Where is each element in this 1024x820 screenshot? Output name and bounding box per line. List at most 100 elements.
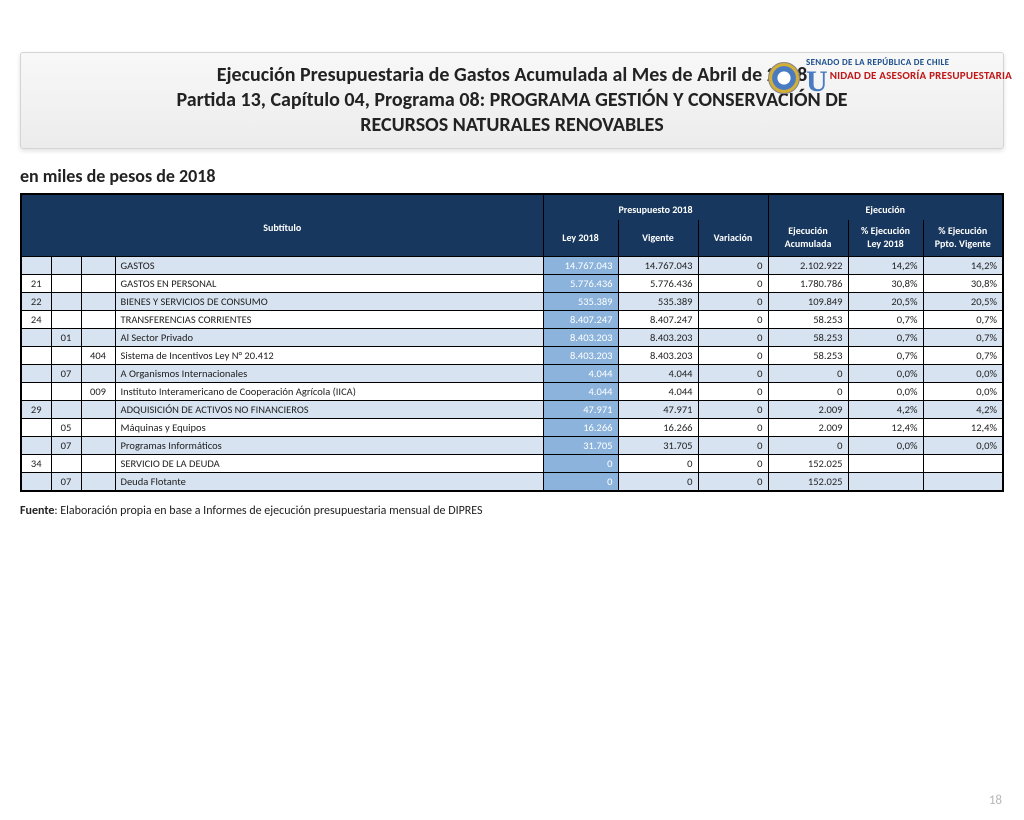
- cell-var: 0: [698, 473, 768, 492]
- cell-pv: 0,7%: [923, 329, 1003, 347]
- th-pct-vigente: % Ejecución Ppto. Vigente: [923, 220, 1003, 257]
- cell-pl: 0,0%: [848, 383, 923, 401]
- cell-acum: 58.253: [768, 329, 848, 347]
- cell-ley: 4.044: [543, 365, 618, 383]
- cell-acum: 58.253: [768, 311, 848, 329]
- cell-acum: 152.025: [768, 455, 848, 473]
- cell-vig: 5.776.436: [618, 275, 698, 293]
- cell-name: Sistema de Incentivos Ley N° 20.412: [115, 347, 543, 365]
- cell-c3: 009: [81, 383, 115, 401]
- th-ejecucion: Ejecución: [768, 194, 1003, 220]
- cell-c3: 404: [81, 347, 115, 365]
- cell-name: Deuda Flotante: [115, 473, 543, 492]
- cell-ley: 8.403.203: [543, 347, 618, 365]
- cell-pv: [923, 473, 1003, 492]
- table-row: 21GASTOS EN PERSONAL5.776.4365.776.43601…: [21, 275, 1003, 293]
- cell-pv: 30,8%: [923, 275, 1003, 293]
- cell-c2: [51, 293, 81, 311]
- cell-vig: 31.705: [618, 437, 698, 455]
- th-subtitulo: Subtítulo: [21, 194, 543, 257]
- cell-pv: 20,5%: [923, 293, 1003, 311]
- cell-pv: 0,0%: [923, 437, 1003, 455]
- cell-c3: [81, 419, 115, 437]
- cell-pl: 0,0%: [848, 437, 923, 455]
- cell-c2: [51, 275, 81, 293]
- page-number: 18: [989, 793, 1002, 808]
- cell-vig: 47.971: [618, 401, 698, 419]
- budget-table-wrap: Subtítulo Presupuesto 2018 Ejecución Ley…: [20, 193, 1004, 492]
- cell-c1: [21, 329, 51, 347]
- cell-c3: [81, 293, 115, 311]
- cell-ley: 4.044: [543, 383, 618, 401]
- cell-c3: [81, 401, 115, 419]
- table-body: GASTOS14.767.04314.767.04302.102.92214,2…: [21, 257, 1003, 492]
- cell-pl: [848, 455, 923, 473]
- cell-ley: 8.403.203: [543, 329, 618, 347]
- table-row: 009Instituto Interamericano de Cooperaci…: [21, 383, 1003, 401]
- header-logo: SENADO DE LA REPÚBLICA DE CHILE U NIDAD …: [768, 58, 1012, 97]
- cell-ley: 0: [543, 473, 618, 492]
- table-row: 05Máquinas y Equipos16.26616.26602.00912…: [21, 419, 1003, 437]
- cell-vig: 8.407.247: [618, 311, 698, 329]
- cell-c1: [21, 437, 51, 455]
- table-row: 34SERVICIO DE LA DEUDA000152.025: [21, 455, 1003, 473]
- title-line-3: RECURSOS NATURALES RENOVABLES: [39, 113, 985, 138]
- cell-c1: 24: [21, 311, 51, 329]
- cell-c1: 22: [21, 293, 51, 311]
- table-row: 404Sistema de Incentivos Ley N° 20.4128.…: [21, 347, 1003, 365]
- cell-c2: 07: [51, 473, 81, 492]
- cell-var: 0: [698, 275, 768, 293]
- cell-vig: 535.389: [618, 293, 698, 311]
- table-row: GASTOS14.767.04314.767.04302.102.92214,2…: [21, 257, 1003, 275]
- seal-icon: [768, 62, 800, 94]
- cell-vig: 0: [618, 473, 698, 492]
- cell-acum: 109.849: [768, 293, 848, 311]
- cell-var: 0: [698, 311, 768, 329]
- cell-pv: 14,2%: [923, 257, 1003, 275]
- table-row: 07Deuda Flotante000152.025: [21, 473, 1003, 492]
- cell-acum: 152.025: [768, 473, 848, 492]
- cell-c1: [21, 347, 51, 365]
- cell-name: Programas Informáticos: [115, 437, 543, 455]
- cell-c1: [21, 473, 51, 492]
- logo-line1: SENADO DE LA REPÚBLICA DE CHILE: [806, 58, 1012, 67]
- budget-table: Subtítulo Presupuesto 2018 Ejecución Ley…: [20, 193, 1004, 492]
- table-row: 29ADQUISICIÓN DE ACTIVOS NO FINANCIEROS4…: [21, 401, 1003, 419]
- cell-vig: 8.403.203: [618, 329, 698, 347]
- cell-ley: 5.776.436: [543, 275, 618, 293]
- table-row: 22BIENES Y SERVICIOS DE CONSUMO535.38953…: [21, 293, 1003, 311]
- logo-line2: NIDAD DE ASESORÍA PRESUPUESTARIA: [830, 70, 1012, 81]
- cell-c3: [81, 311, 115, 329]
- logo-text: SENADO DE LA REPÚBLICA DE CHILE U NIDAD …: [806, 58, 1012, 97]
- cell-var: 0: [698, 455, 768, 473]
- cell-acum: 2.009: [768, 401, 848, 419]
- cell-ley: 16.266: [543, 419, 618, 437]
- cell-c1: [21, 383, 51, 401]
- cell-c3: [81, 329, 115, 347]
- cell-c1: [21, 419, 51, 437]
- cell-pl: 4,2%: [848, 401, 923, 419]
- cell-c1: [21, 365, 51, 383]
- cell-c3: [81, 437, 115, 455]
- cell-ley: 14.767.043: [543, 257, 618, 275]
- cell-pv: 0,0%: [923, 383, 1003, 401]
- th-variacion: Variación: [698, 220, 768, 257]
- cell-acum: 0: [768, 365, 848, 383]
- subtitle: en miles de pesos de 2018: [20, 165, 1004, 187]
- cell-c1: 29: [21, 401, 51, 419]
- th-vigente: Vigente: [618, 220, 698, 257]
- cell-c3: [81, 455, 115, 473]
- cell-acum: 58.253: [768, 347, 848, 365]
- cell-name: A Organismos Internacionales: [115, 365, 543, 383]
- cell-name: BIENES Y SERVICIOS DE CONSUMO: [115, 293, 543, 311]
- source-note: Fuente: Elaboración propia en base a Inf…: [20, 504, 1004, 518]
- cell-pl: 30,8%: [848, 275, 923, 293]
- cell-acum: 1.780.786: [768, 275, 848, 293]
- cell-vig: 4.044: [618, 383, 698, 401]
- cell-var: 0: [698, 257, 768, 275]
- cell-pv: 0,0%: [923, 365, 1003, 383]
- cell-acum: 2.009: [768, 419, 848, 437]
- cell-pl: 20,5%: [848, 293, 923, 311]
- cell-vig: 0: [618, 455, 698, 473]
- cell-c2: 01: [51, 329, 81, 347]
